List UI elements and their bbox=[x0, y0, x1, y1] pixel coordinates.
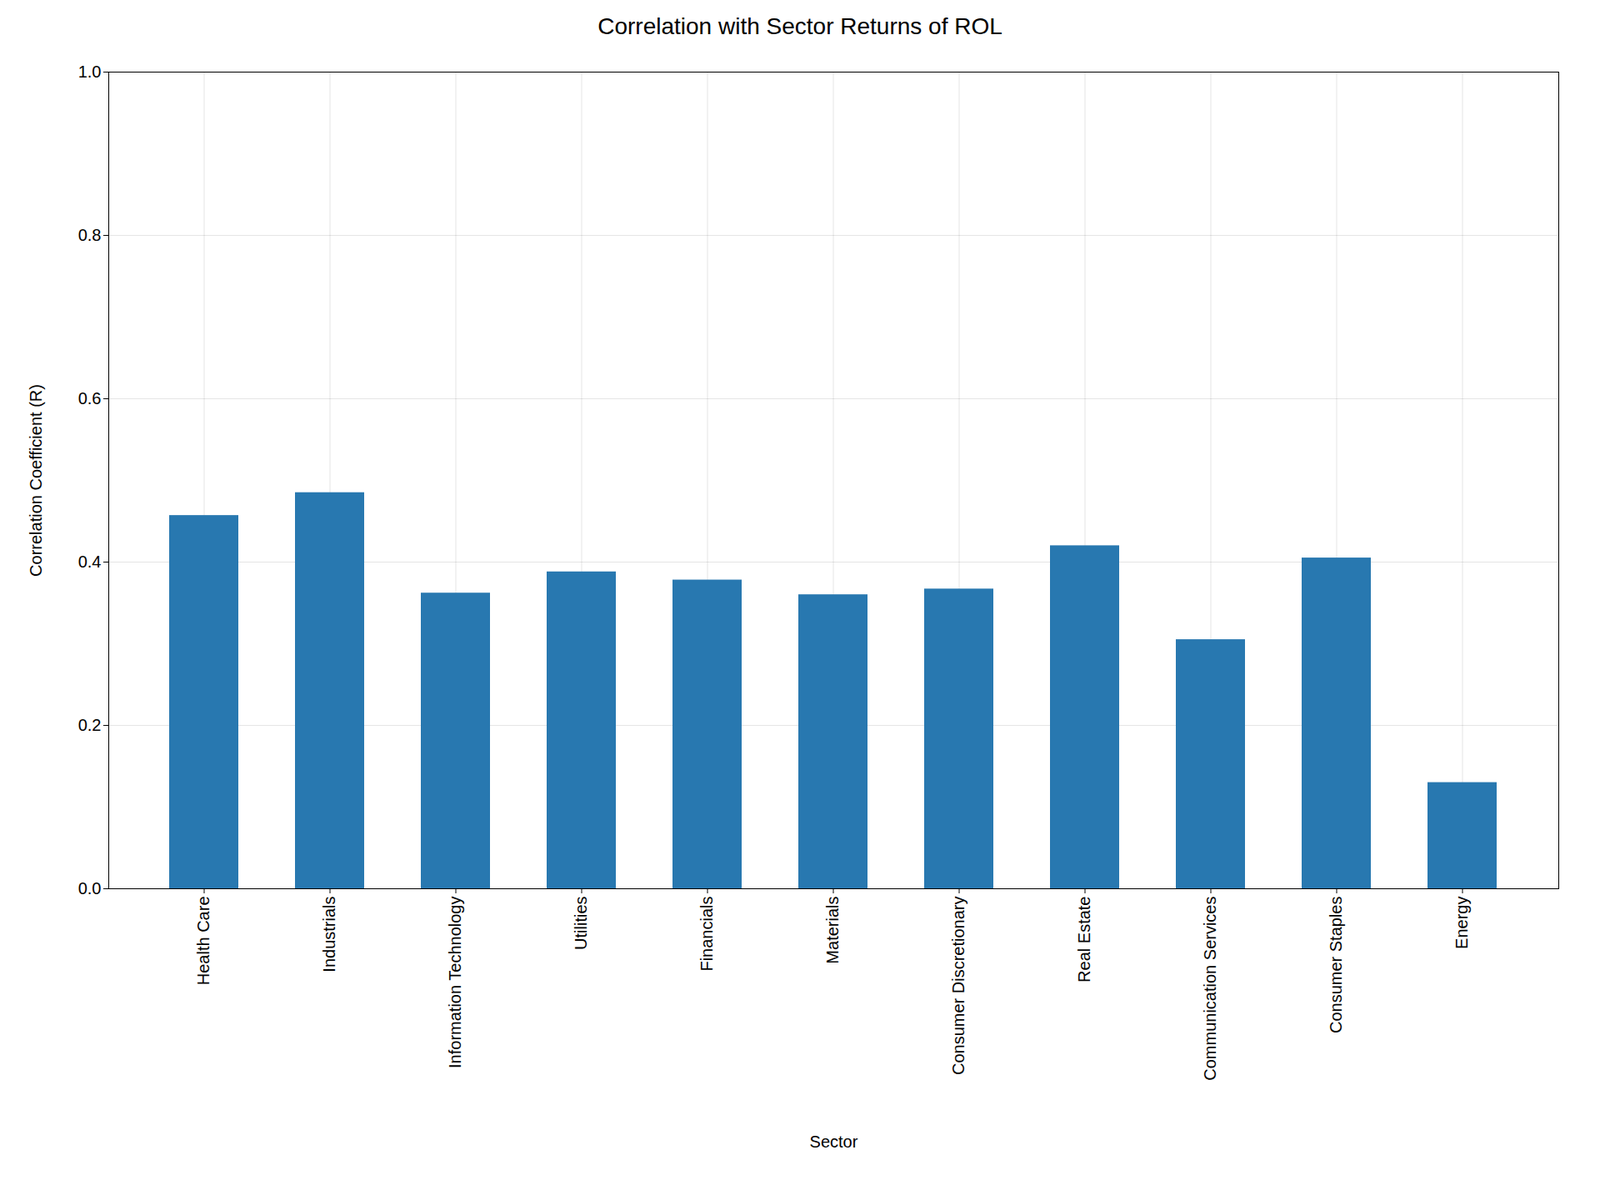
svg-text:Information Technology: Information Technology bbox=[445, 896, 465, 1069]
svg-text:Consumer Discretionary: Consumer Discretionary bbox=[949, 896, 968, 1076]
svg-text:Consumer Staples: Consumer Staples bbox=[1326, 896, 1345, 1035]
svg-text:Industrials: Industrials bbox=[320, 896, 339, 973]
svg-text:Correlation Coefficient (R): Correlation Coefficient (R) bbox=[26, 384, 45, 577]
svg-text:0.4: 0.4 bbox=[78, 552, 102, 571]
svg-text:0.8: 0.8 bbox=[78, 225, 102, 245]
svg-text:0.6: 0.6 bbox=[78, 389, 102, 408]
svg-text:1.0: 1.0 bbox=[78, 62, 102, 81]
svg-text:Financials: Financials bbox=[697, 896, 716, 972]
html-text:Correlation with Sector Return: Correlation with Sector Returns of ROL bbox=[597, 13, 1003, 40]
svg-text:0.2: 0.2 bbox=[78, 715, 102, 735]
svg-text:Utilities: Utilities bbox=[571, 896, 590, 950]
svg-text:Sector: Sector bbox=[810, 1132, 859, 1151]
svg-text:0.0: 0.0 bbox=[78, 879, 102, 898]
svg-text:Energy: Energy bbox=[1452, 896, 1471, 950]
svg-text:Materials: Materials bbox=[823, 896, 842, 965]
svg-text:Health Care: Health Care bbox=[194, 896, 213, 986]
svg-text:Communication Services: Communication Services bbox=[1200, 896, 1220, 1081]
svg-text:Real Estate: Real Estate bbox=[1075, 896, 1094, 983]
